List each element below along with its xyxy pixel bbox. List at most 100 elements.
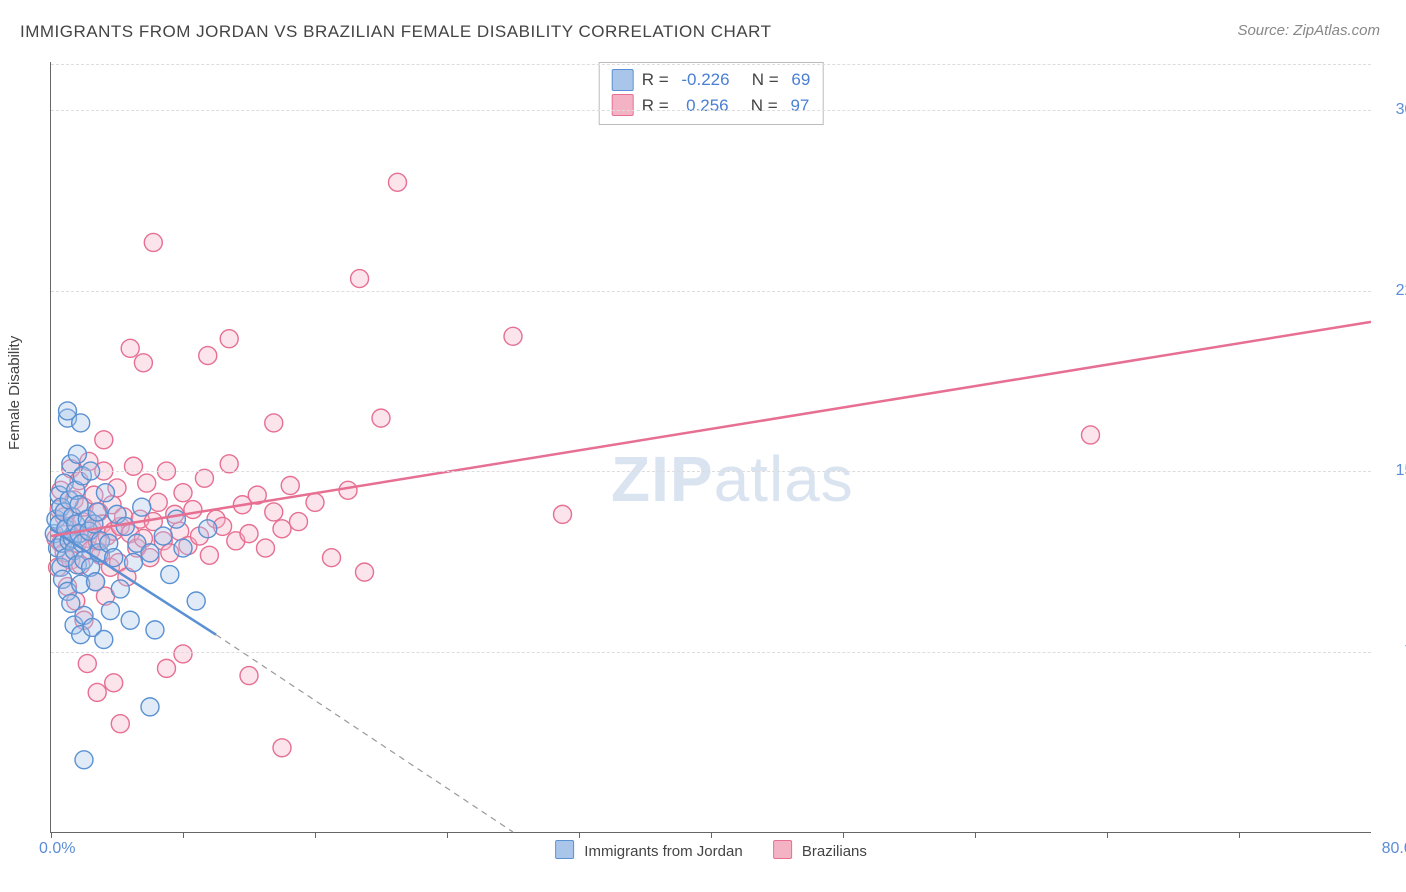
chart-svg (51, 62, 1371, 832)
data-point-jordan (199, 520, 217, 538)
data-point-jordan (141, 698, 159, 716)
x-tick (315, 832, 316, 838)
data-point-brazilians (174, 484, 192, 502)
data-point-brazilians (389, 173, 407, 191)
data-point-jordan (75, 751, 93, 769)
data-point-brazilians (149, 493, 167, 511)
x-tick (579, 832, 580, 838)
data-point-brazilians (281, 477, 299, 495)
data-point-brazilians (184, 501, 202, 519)
data-point-brazilians (111, 715, 129, 733)
legend-swatch-brazilians (612, 94, 634, 116)
data-point-brazilians (200, 546, 218, 564)
legend-r-label: R = (642, 67, 674, 93)
data-point-jordan (125, 554, 143, 572)
data-point-jordan (146, 621, 164, 639)
data-point-brazilians (290, 513, 308, 531)
legend-n-label: N = (738, 67, 784, 93)
data-point-brazilians (265, 414, 283, 432)
legend-swatch-jordan (612, 69, 634, 91)
trendline-brazilians (51, 322, 1371, 536)
data-point-jordan (101, 602, 119, 620)
legend-swatch-brazilians-bottom (773, 840, 792, 859)
legend-row-brazilians: R = 0.256 N = 97 (612, 93, 811, 119)
data-point-jordan (121, 611, 139, 629)
data-point-brazilians (78, 655, 96, 673)
data-point-brazilians (220, 330, 238, 348)
y-tick-label: 7.5% (1381, 643, 1406, 661)
data-point-brazilians (554, 505, 572, 523)
data-point-brazilians (121, 339, 139, 357)
x-max-label: 80.0% (1382, 840, 1406, 858)
chart-title: IMMIGRANTS FROM JORDAN VS BRAZILIAN FEMA… (20, 22, 772, 42)
gridline-h (51, 291, 1371, 292)
data-point-jordan (95, 631, 113, 649)
data-point-brazilians (339, 481, 357, 499)
data-point-brazilians (273, 520, 291, 538)
x-tick (51, 832, 52, 838)
y-tick-label: 30.0% (1381, 101, 1406, 119)
legend-label-jordan: Immigrants from Jordan (584, 843, 742, 860)
data-point-brazilians (265, 503, 283, 521)
data-point-jordan (59, 402, 77, 420)
legend-label-brazilians: Brazilians (802, 843, 867, 860)
gridline-h (51, 471, 1371, 472)
data-point-jordan (68, 445, 86, 463)
x-tick (975, 832, 976, 838)
x-tick (843, 832, 844, 838)
y-axis-label: Female Disability (6, 336, 23, 450)
data-point-jordan (87, 573, 105, 591)
data-point-jordan (161, 566, 179, 584)
data-point-brazilians (356, 563, 374, 581)
y-tick-label: 22.5% (1381, 282, 1406, 300)
data-point-jordan (111, 580, 129, 598)
legend-n-label: N = (737, 93, 783, 119)
data-point-brazilians (88, 683, 106, 701)
data-point-jordan (141, 544, 159, 562)
data-point-brazilians (138, 474, 156, 492)
data-point-brazilians (158, 659, 176, 677)
data-point-brazilians (144, 233, 162, 251)
legend-item-brazilians: Brazilians (773, 840, 867, 860)
x-tick (1107, 832, 1108, 838)
data-point-jordan (187, 592, 205, 610)
data-point-brazilians (240, 525, 258, 543)
y-tick-label: 15.0% (1381, 462, 1406, 480)
data-point-brazilians (95, 431, 113, 449)
legend-swatch-jordan-bottom (555, 840, 574, 859)
legend-r-value-jordan: -0.226 (681, 67, 729, 93)
data-point-brazilians (372, 409, 390, 427)
legend-n-value-brazilians: 97 (790, 93, 809, 119)
correlation-legend: R = -0.226 N = 69 R = 0.256 N = 97 (599, 62, 824, 125)
data-point-brazilians (199, 347, 217, 365)
x-tick (447, 832, 448, 838)
data-point-brazilians (504, 327, 522, 345)
data-point-jordan (88, 503, 106, 521)
data-point-brazilians (323, 549, 341, 567)
legend-r-label: R = (642, 93, 678, 119)
data-point-jordan (174, 539, 192, 557)
gridline-h (51, 110, 1371, 111)
data-point-jordan (133, 498, 151, 516)
data-point-brazilians (174, 645, 192, 663)
data-point-jordan (96, 484, 114, 502)
data-point-brazilians (273, 739, 291, 757)
x-tick (1239, 832, 1240, 838)
data-point-jordan (154, 527, 172, 545)
legend-row-jordan: R = -0.226 N = 69 (612, 67, 811, 93)
data-point-brazilians (134, 354, 152, 372)
trendline-extrapolated-jordan (216, 635, 513, 832)
gridline-h (51, 652, 1371, 653)
source-attribution: Source: ZipAtlas.com (1237, 22, 1380, 39)
legend-r-value-brazilians: 0.256 (686, 93, 729, 119)
data-point-brazilians (105, 674, 123, 692)
data-point-brazilians (257, 539, 275, 557)
x-tick (711, 832, 712, 838)
plot-area: ZIPatlas R = -0.226 N = 69 R = 0.256 N =… (50, 62, 1371, 833)
legend-item-jordan: Immigrants from Jordan (555, 840, 743, 860)
x-origin-label: 0.0% (39, 840, 75, 858)
data-point-brazilians (1082, 426, 1100, 444)
series-legend: Immigrants from Jordan Brazilians (555, 840, 867, 860)
data-point-brazilians (125, 457, 143, 475)
x-tick (183, 832, 184, 838)
